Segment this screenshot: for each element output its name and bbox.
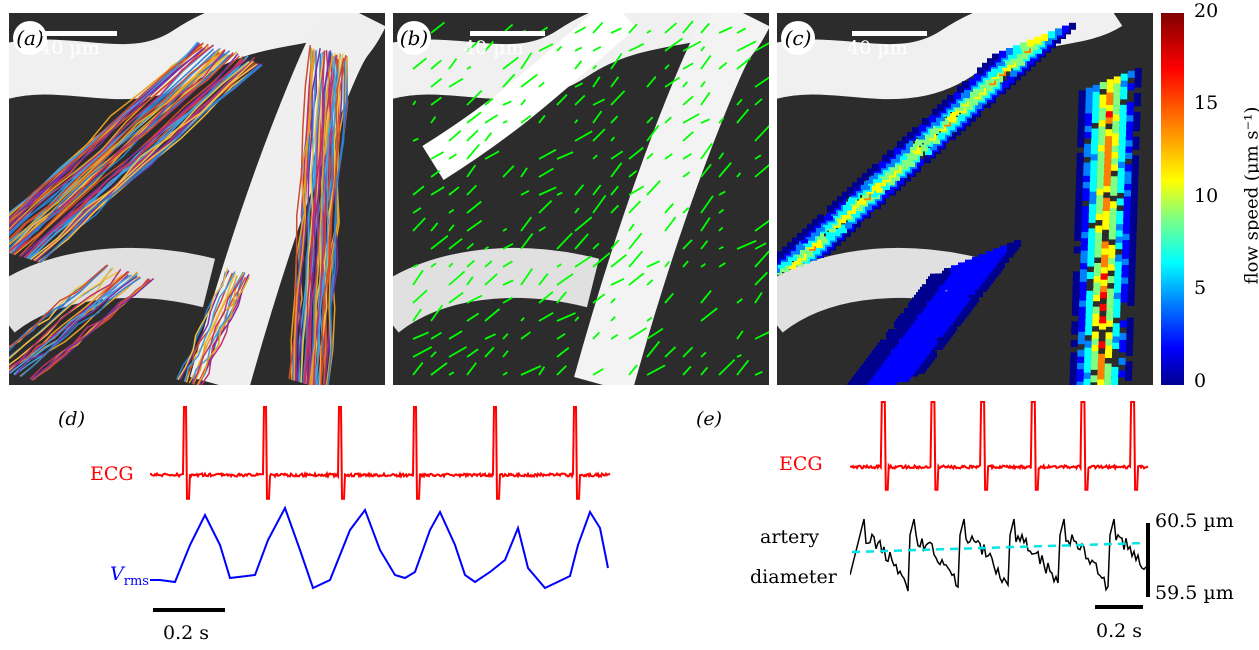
scale-bar-a <box>42 31 117 36</box>
panel-c-image: (c) 40 µm <box>777 13 1153 385</box>
colorbar-tick-10: 10 <box>1194 185 1219 207</box>
panel-d-vrms-label: Vrms <box>110 563 149 589</box>
diameter-scale-bar <box>1146 523 1150 597</box>
flow-vectors <box>412 20 769 376</box>
diameter-top-value: 60.5 µm <box>1155 510 1234 532</box>
scale-text-b: 40 µm <box>463 37 524 59</box>
colorbar-tick-0: 0 <box>1194 370 1207 392</box>
panel-b-image: (b) 40 µm <box>393 13 769 385</box>
artery-label: artery <box>760 526 820 548</box>
mean-diameter-line <box>851 541 1147 554</box>
vrms-subscript: rms <box>123 573 149 589</box>
panel-d-traces <box>150 406 611 590</box>
colorbar-tick-15: 15 <box>1194 92 1219 114</box>
diameter-label: diameter <box>750 566 837 588</box>
panel-a-label: (a) <box>13 21 47 55</box>
speed-map-overlay <box>777 13 1142 385</box>
time-scale-bar-d <box>153 608 225 612</box>
panel-d-label: (d) <box>58 408 85 430</box>
colorbar-tick-20: 20 <box>1194 0 1219 22</box>
time-scale-text-e: 0.2 s <box>1096 620 1143 642</box>
panel-e-ecg-label: ECG <box>779 453 823 475</box>
panel-e-traces <box>850 401 1149 592</box>
colorbar-tick-5: 5 <box>1194 277 1207 299</box>
vector-overlay <box>393 13 769 385</box>
tracks-overlay <box>9 13 385 385</box>
speed-heatmap <box>777 22 1142 385</box>
colorbar <box>1161 13 1184 385</box>
diameter-trace <box>850 518 1147 592</box>
scale-bar-b <box>470 31 545 36</box>
scale-text-a: 40 µm <box>39 37 100 59</box>
diameter-bottom-value: 59.5 µm <box>1155 582 1234 604</box>
panel-c-label: (c) <box>781 21 815 55</box>
panel-a-image: (a) 40 µm <box>9 13 385 385</box>
scale-bar-c <box>852 31 927 36</box>
panel-d-ecg-label: ECG <box>90 463 134 485</box>
vrms-symbol: V <box>110 563 124 585</box>
ecg-trace-e <box>850 401 1149 491</box>
particle-tracks <box>9 41 349 385</box>
time-scale-text-d: 0.2 s <box>163 622 210 644</box>
panel-e-label: (e) <box>696 408 723 430</box>
time-scale-bar-e <box>1095 605 1143 609</box>
scale-text-c: 40 µm <box>847 37 908 59</box>
vrms-trace <box>150 505 609 590</box>
panel-b-label: (b) <box>397 21 431 55</box>
colorbar-label: flow speed (µm s⁻¹) <box>1241 106 1259 285</box>
ecg-trace-d <box>150 406 611 500</box>
